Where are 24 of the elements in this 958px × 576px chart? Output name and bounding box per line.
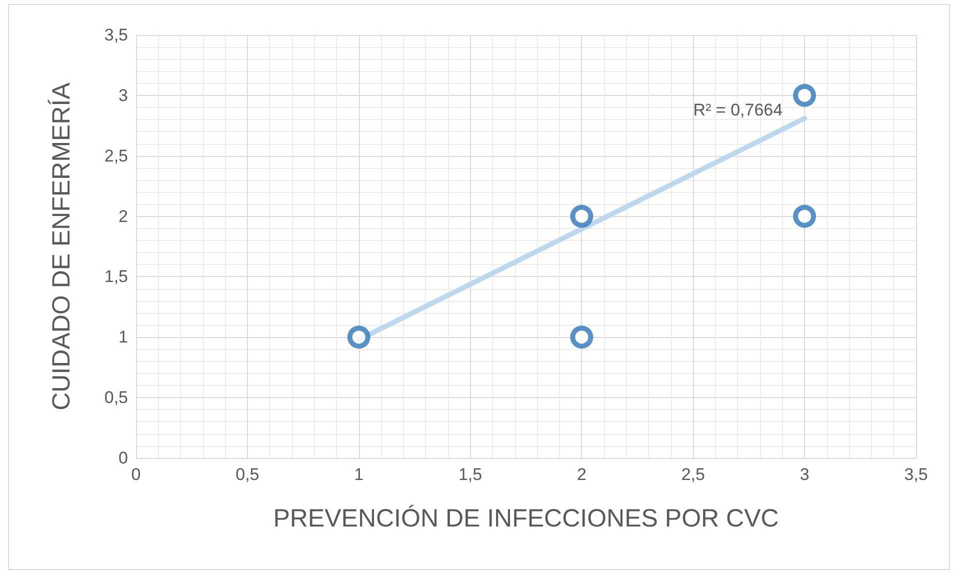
y-tick-label: 0,5	[104, 388, 128, 408]
y-axis-title: CUIDADO DE ENFERMERÍA	[48, 82, 76, 410]
x-tick-label: 0,5	[236, 465, 260, 484]
x-tick-label: 0	[131, 465, 141, 484]
point	[570, 326, 594, 349]
y-tick-label: 2	[118, 206, 128, 226]
point	[793, 204, 816, 228]
x-axis-title: PREVENCIÓN DE INFECCIONES POR CVC	[273, 504, 779, 532]
x-tick-label: 3	[800, 465, 810, 484]
x-tick-label: 2,5	[681, 465, 705, 484]
y-tick-label: 2,5	[104, 146, 128, 166]
point	[347, 326, 370, 349]
y-tick-label: 0	[118, 448, 128, 468]
y-tick-label: 3	[118, 86, 128, 105]
point	[793, 84, 816, 107]
y-tick-label: 1,5	[104, 267, 128, 286]
x-tick-label: 2	[576, 465, 586, 484]
point	[570, 204, 594, 228]
y-tick-label: 3,5	[104, 26, 128, 44]
x-tick-label: 1,5	[458, 465, 482, 484]
y-tick-label: 1	[118, 328, 128, 347]
annotation: R² = 0,7664	[693, 100, 783, 120]
x-tick-label: 3,5	[904, 465, 928, 484]
x-tick-label: 1	[354, 465, 364, 484]
